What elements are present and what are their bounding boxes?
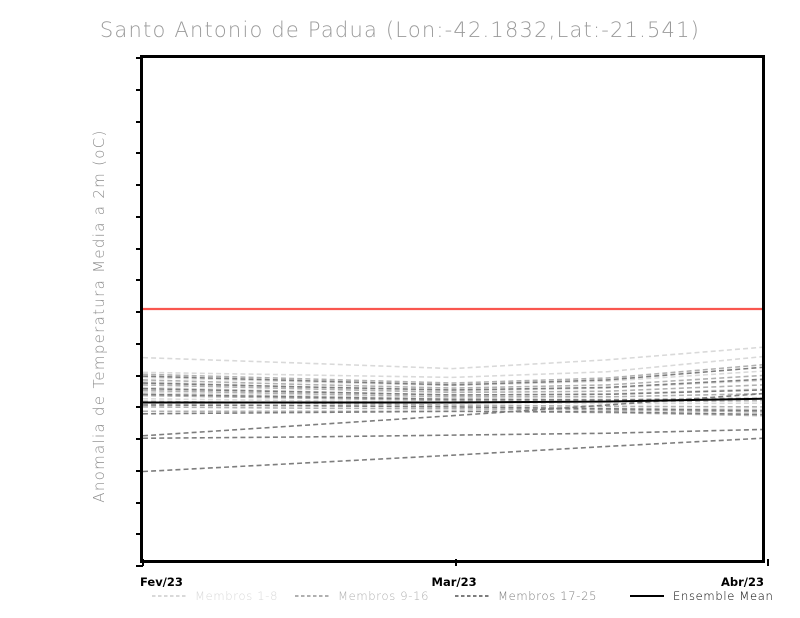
x-axis-tick-label: Mar/23 xyxy=(431,575,477,589)
y-axis-tick xyxy=(136,120,143,123)
ensemble-member-line xyxy=(143,346,762,370)
legend-item-label: Ensemble Mean xyxy=(673,589,774,603)
x-axis-tick-label: Abr/23 xyxy=(721,575,765,589)
plot-svg xyxy=(143,307,762,473)
legend-line-icon xyxy=(455,595,489,597)
ensemble-member-line xyxy=(143,393,762,401)
y-axis-tick xyxy=(136,152,143,155)
legend-line-icon xyxy=(630,595,664,597)
ensemble-member-line xyxy=(143,379,762,392)
y-axis-tick xyxy=(136,533,143,536)
chart-legend: Membros 1-8 Membros 9-16 Membros 17-25 Ense… xyxy=(140,586,780,606)
ensemble-member-line xyxy=(143,428,762,440)
y-axis-tick xyxy=(136,57,143,59)
legend-item-label: Membros 1-8 xyxy=(195,589,279,603)
legend-item[interactable]: Membros 1-8 xyxy=(152,589,278,603)
ensemble-member-line xyxy=(143,384,762,394)
y-axis-tick xyxy=(136,311,143,313)
ensemble-member-line xyxy=(143,404,762,412)
ensemble-member-line xyxy=(143,355,762,379)
legend-item-label: Membros 17-25 xyxy=(498,589,598,603)
page-title: Santo Antonio de Padua (Lon:-42.1832,Lat… xyxy=(99,18,701,42)
y-axis-tick xyxy=(136,88,143,91)
ensemble-member-line xyxy=(143,378,762,391)
legend-item[interactable]: Ensemble Mean xyxy=(630,589,773,603)
x-axis-tick xyxy=(454,559,457,566)
y-axis-tick xyxy=(136,279,143,282)
x-axis-tick xyxy=(767,559,769,566)
legend-item-label: Membros 9-16 xyxy=(338,589,430,603)
ensemble-member-line xyxy=(143,387,762,396)
x-axis-tick-label: Fev/23 xyxy=(140,575,183,589)
ensemble-member-line xyxy=(143,392,762,437)
y-axis-tick xyxy=(136,438,143,440)
y-axis-tick xyxy=(136,501,143,504)
plot-area: 876543210-1-2-3-4-5-6-7-8 Fev/23Mar/23Ab… xyxy=(136,55,769,589)
legend-line-icon xyxy=(295,595,329,597)
y-axis-tick xyxy=(136,565,143,567)
y-axis-tick xyxy=(136,184,143,186)
ensemble-member-line xyxy=(143,366,762,386)
y-axis-tick xyxy=(136,247,143,250)
y-axis-title-label: Anomalia de Temperatura Media a 2m (oC) xyxy=(90,129,108,503)
y-axis-tick xyxy=(136,469,143,472)
ensemble-member-line xyxy=(143,437,762,473)
y-axis-tick xyxy=(136,406,143,409)
ensemble-member-line xyxy=(143,364,762,384)
y-axis-tick xyxy=(136,374,143,377)
ensemble-member-line xyxy=(143,406,762,413)
ensemble-member-line xyxy=(143,400,762,408)
ensemble-member-line xyxy=(143,410,762,416)
ensemble-mean-line xyxy=(143,397,762,404)
legend-item[interactable]: Membros 9-16 xyxy=(295,589,429,603)
ensemble-member-line xyxy=(143,389,762,398)
legend-item[interactable]: Membros 17-25 xyxy=(455,589,597,603)
y-axis-title: Anomalia de Temperatura Media a 2m (oC) xyxy=(90,66,114,566)
y-axis-tick xyxy=(136,342,143,345)
y-axis-tick xyxy=(136,215,143,218)
x-axis-tick xyxy=(142,559,144,566)
ensemble-member-line xyxy=(143,374,762,389)
legend-line-icon xyxy=(152,595,186,597)
